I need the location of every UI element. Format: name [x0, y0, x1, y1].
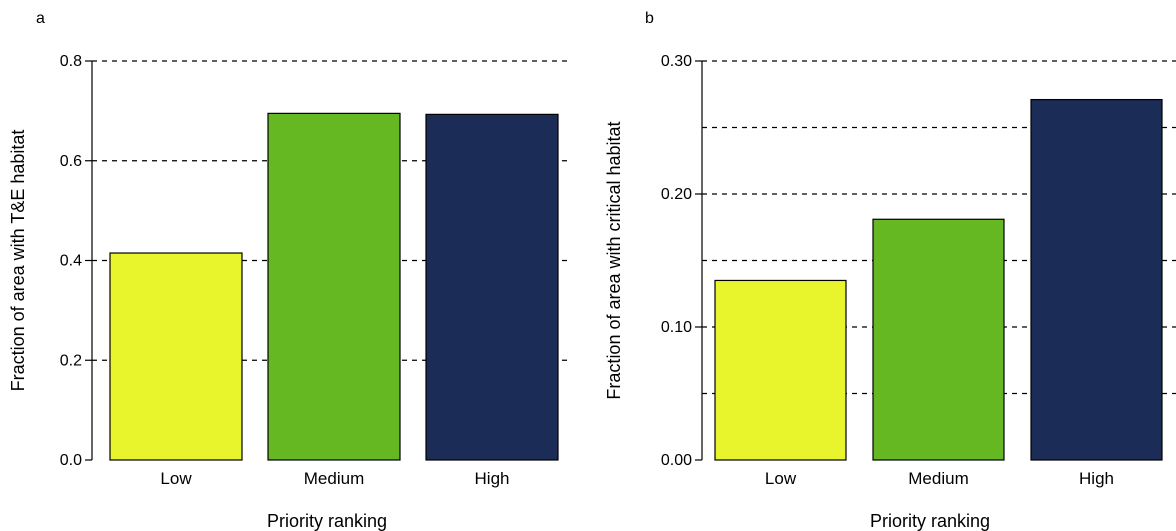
panel-letter: b [645, 10, 654, 27]
y-tick-label: 0.20 [661, 186, 692, 203]
category-label: Medium [304, 469, 364, 488]
chart-panel-a: a Low Medium High 0.0 0.2 0.4 0.6 0.8 Priority ra… [8, 10, 567, 531]
bar-high [1030, 98, 1163, 461]
bar-medium [872, 218, 1005, 461]
category-label: Low [160, 469, 192, 488]
category-label: Medium [908, 469, 968, 488]
y-tick-label: 0.00 [661, 452, 692, 469]
y-axis-title: Fraction of area with T&E habitat [8, 130, 28, 392]
bar-low [714, 279, 847, 461]
y-tick-label: 0.4 [60, 253, 82, 270]
category-label: Low [765, 469, 797, 488]
chart-panel-b: b Low Medium High 0.00 0.10 0.20 0.30 Priority r… [604, 10, 1176, 531]
category-label: High [475, 469, 510, 488]
bar-medium [267, 112, 401, 461]
bar-high [425, 113, 559, 461]
x-axis-title: Priority ranking [870, 511, 990, 531]
panel-letter: a [36, 10, 45, 27]
y-tick-label: 0.30 [661, 53, 692, 70]
y-tick-label: 0.8 [60, 53, 82, 70]
y-axis-title: Fraction of area with critical habitat [604, 121, 624, 399]
y-tick-label: 0.10 [661, 319, 692, 336]
x-axis-title: Priority ranking [267, 511, 387, 531]
bar-low [109, 252, 243, 461]
y-tick-label: 0.0 [60, 452, 82, 469]
y-tick-label: 0.6 [60, 153, 82, 170]
y-tick-label: 0.2 [60, 352, 82, 369]
category-label: High [1079, 469, 1114, 488]
